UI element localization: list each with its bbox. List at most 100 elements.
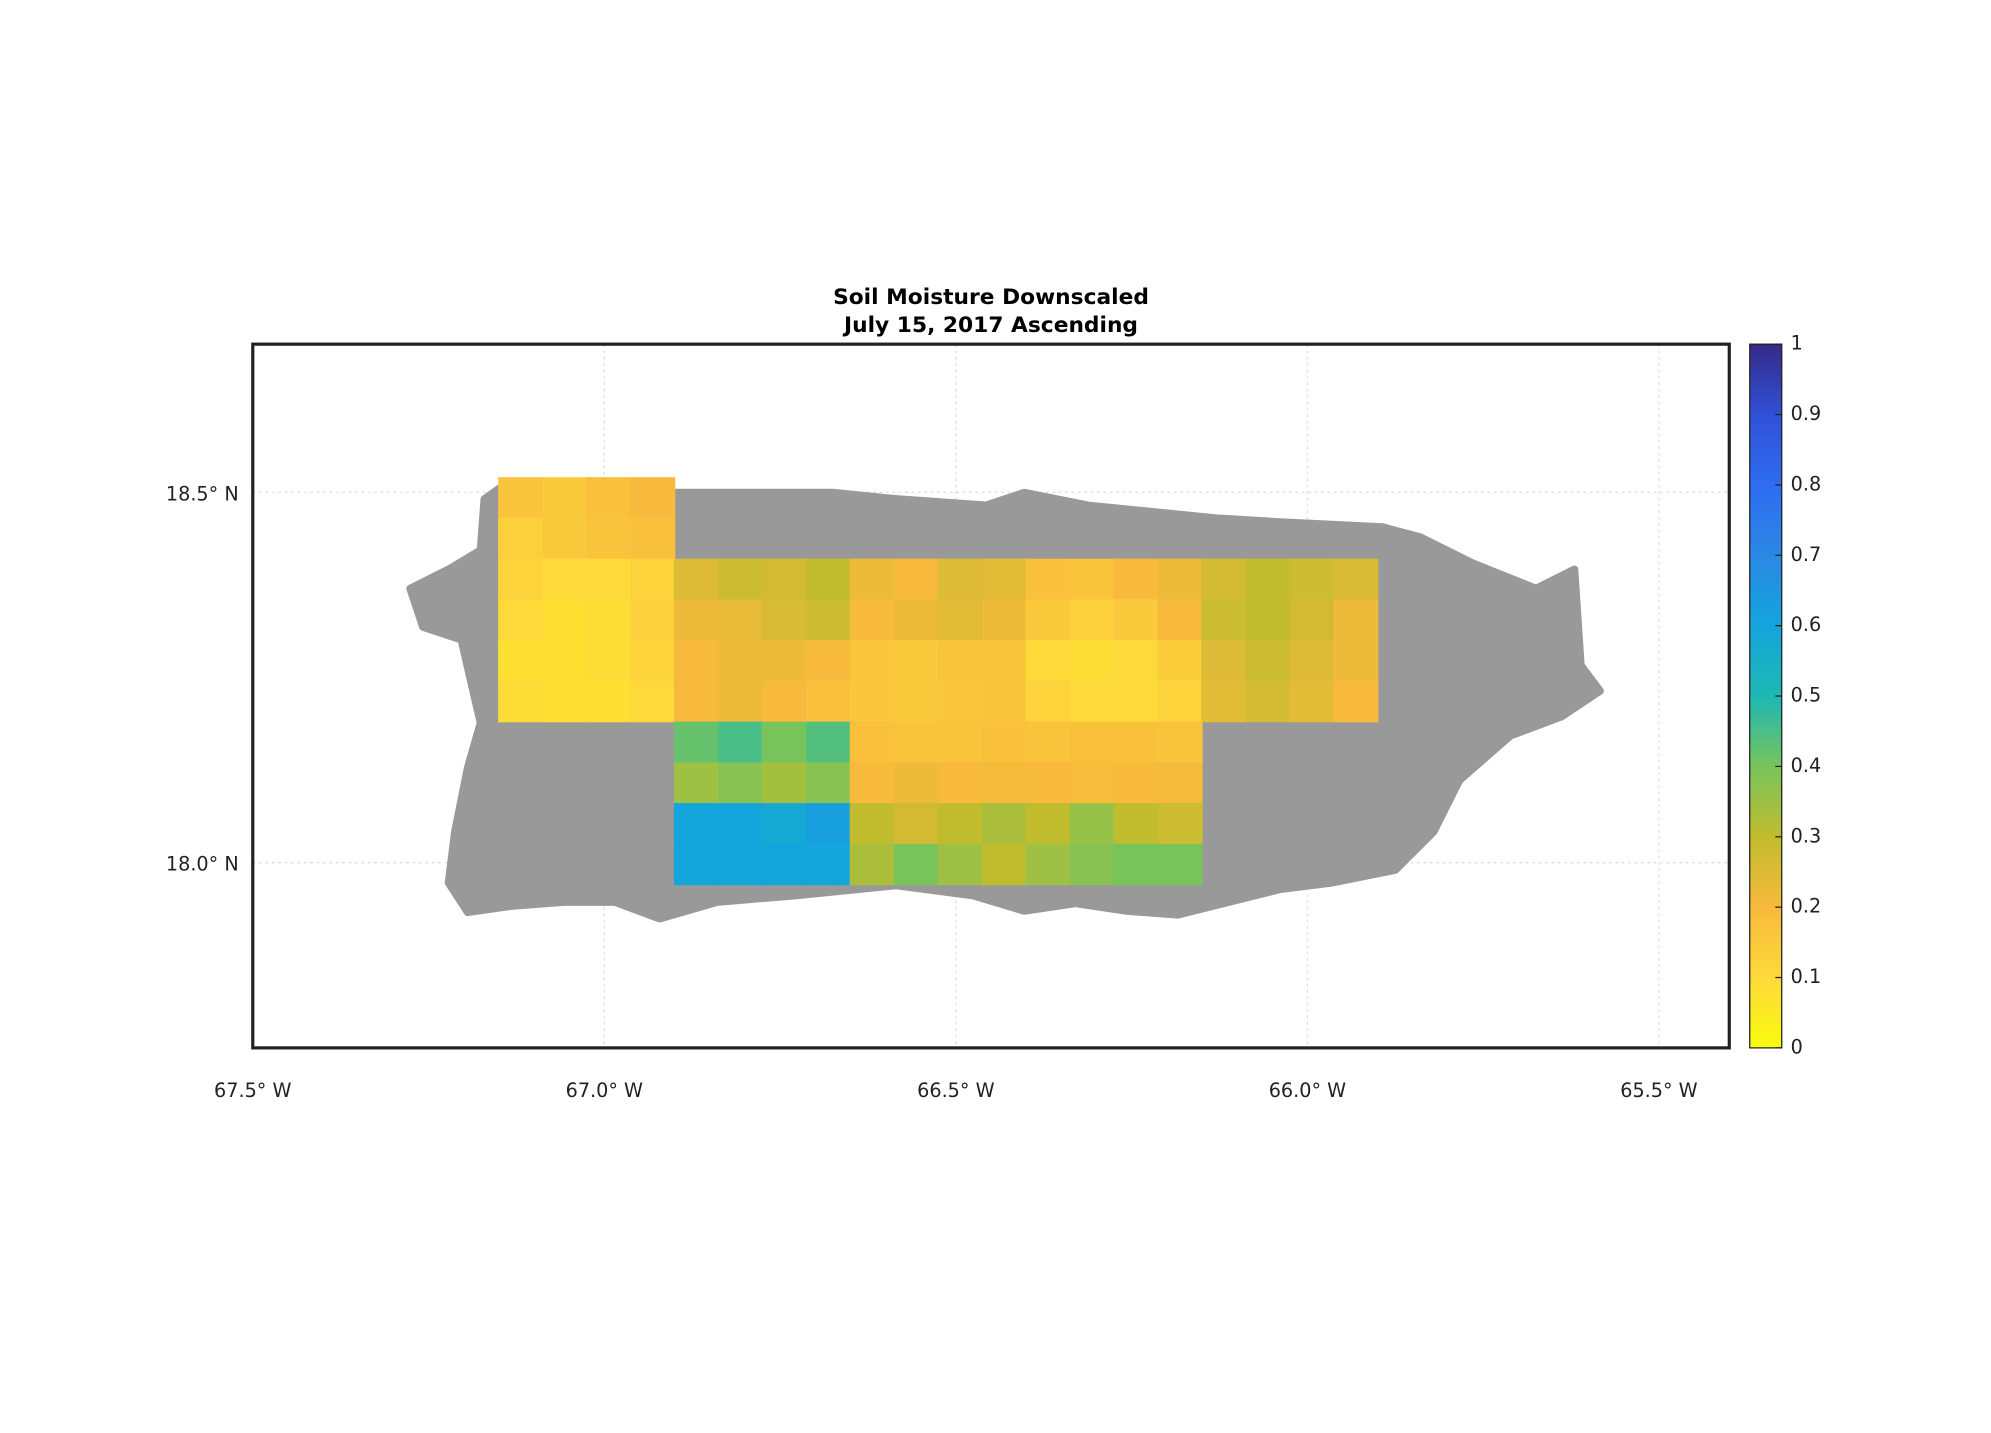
cell: [981, 640, 1027, 682]
cell: [981, 558, 1027, 601]
cell: [1157, 843, 1203, 886]
cell: [718, 640, 764, 682]
cell: [894, 762, 939, 804]
cell: [630, 680, 676, 723]
x-tick-label: 66.0° W: [1269, 1079, 1346, 1102]
cell: [761, 680, 807, 723]
cell: [761, 803, 807, 845]
cell: [1025, 558, 1071, 601]
cell: [894, 680, 939, 723]
colorbar-tick-label: 0.2: [1791, 895, 1822, 918]
cell: [673, 803, 719, 845]
cell: [1069, 762, 1115, 804]
cell: [718, 803, 764, 845]
cell: [849, 558, 895, 601]
cell: [542, 558, 588, 601]
cell: [498, 517, 544, 560]
colorbar-tick-label: 0.7: [1791, 543, 1822, 566]
cell: [1201, 640, 1247, 682]
cell: [981, 721, 1027, 764]
cell: [761, 843, 807, 886]
cell: [1113, 680, 1159, 723]
cell: [1289, 680, 1335, 723]
cell: [718, 721, 764, 764]
cell: [1113, 558, 1159, 601]
cell: [1289, 558, 1335, 601]
x-tick-label: 65.5° W: [1620, 1079, 1697, 1102]
chart-subtitle: July 15, 2017 Ascending: [842, 313, 1138, 338]
x-tick-label: 67.0° W: [566, 1079, 643, 1102]
cell: [1333, 680, 1379, 723]
cell: [542, 599, 588, 641]
cell: [1069, 721, 1115, 764]
cell: [718, 762, 764, 804]
cell: [1201, 599, 1247, 641]
colorbar-tick-label: 0.3: [1791, 824, 1822, 847]
cell: [1157, 599, 1203, 641]
cell: [806, 558, 852, 601]
cell: [630, 599, 676, 641]
cell: [586, 599, 632, 641]
cell: [761, 721, 807, 764]
cell: [806, 599, 852, 641]
cell: [1333, 599, 1379, 641]
cell: [1069, 599, 1115, 641]
chart-title: Soil Moisture Downscaled: [833, 285, 1149, 310]
cell: [894, 599, 939, 641]
cell: [718, 680, 764, 723]
cell: [1157, 803, 1203, 845]
x-tick-label: 67.5° W: [214, 1079, 291, 1102]
cell: [498, 640, 544, 682]
y-tick-label: 18.0° N: [166, 853, 239, 876]
cell: [806, 803, 852, 845]
cell: [498, 558, 544, 601]
cell: [1025, 640, 1071, 682]
cell: [937, 640, 983, 682]
cell: [1157, 680, 1203, 723]
cell: [1201, 558, 1247, 601]
cell: [1157, 558, 1203, 601]
cell: [673, 680, 719, 723]
cell: [1113, 762, 1159, 804]
cell: [937, 762, 983, 804]
cell: [761, 640, 807, 682]
axes-frame: [251, 342, 1731, 1050]
cell: [1025, 721, 1071, 764]
cell: [894, 640, 939, 682]
cell: [1157, 640, 1203, 682]
cell: [586, 558, 632, 601]
cell: [1025, 680, 1071, 723]
y-tick-label: 18.5° N: [166, 482, 239, 505]
cell: [849, 599, 895, 641]
cell: [542, 680, 588, 723]
cell: [849, 843, 895, 886]
cell: [1025, 803, 1071, 845]
cell: [849, 680, 895, 723]
cell: [849, 803, 895, 845]
cell: [937, 680, 983, 723]
cell: [498, 599, 544, 641]
cell: [498, 477, 544, 519]
cell: [981, 599, 1027, 641]
colorbar-tick-label: 0.5: [1791, 684, 1822, 707]
colorbar-tick-label: 0.8: [1791, 472, 1822, 495]
cell: [1113, 721, 1159, 764]
cell: [1157, 762, 1203, 804]
cell: [937, 558, 983, 601]
cell: [849, 762, 895, 804]
cell: [1069, 843, 1115, 886]
cell: [1289, 640, 1335, 682]
cell: [981, 762, 1027, 804]
cell: [1333, 640, 1379, 682]
cell: [937, 803, 983, 845]
x-tick-label: 66.5° W: [917, 1079, 994, 1102]
cell: [806, 762, 852, 804]
cell: [849, 721, 895, 764]
cell: [806, 843, 852, 886]
cell: [1113, 843, 1159, 886]
cell: [673, 599, 719, 641]
cell: [498, 680, 544, 723]
cell: [1333, 558, 1379, 601]
